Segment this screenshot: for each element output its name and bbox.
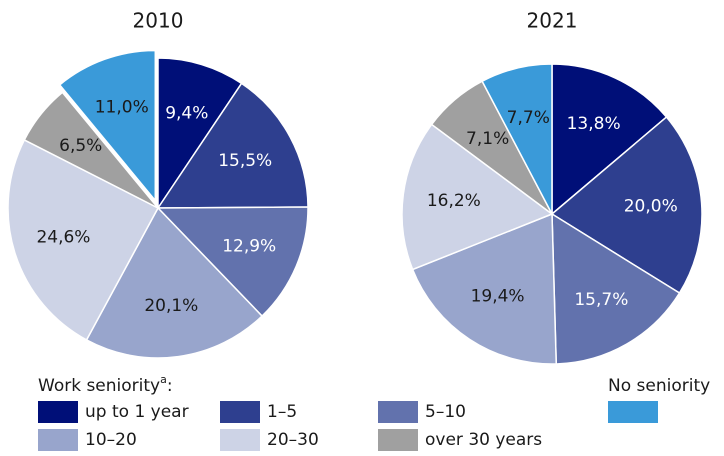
legend-label: up to 1 year	[85, 402, 189, 422]
legend-swatch	[378, 429, 418, 451]
slice-label: 6,5%	[59, 136, 102, 156]
slice-label: 20,0%	[624, 197, 678, 217]
pie-slice	[481, 63, 553, 215]
pie-slice	[156, 206, 309, 318]
slice-label: 24,6%	[36, 227, 90, 247]
pie-slice	[7, 138, 160, 341]
legend-swatch	[220, 429, 260, 451]
legend-label: 5–10	[425, 402, 466, 422]
legend-title: Work senioritya:	[38, 373, 173, 396]
slice-label: 11,0%	[95, 97, 149, 117]
pie-slice	[401, 123, 554, 271]
pie-slice	[58, 49, 157, 203]
legend-title-suffix: :	[167, 376, 173, 396]
pie-slice	[85, 206, 264, 359]
slice-label: 7,1%	[466, 129, 509, 149]
slice-label: 15,5%	[218, 151, 272, 171]
legend-label: No seniority	[608, 376, 710, 396]
pie-slice	[550, 115, 703, 295]
chart-title: 2010	[133, 9, 184, 33]
legend-label: over 30 years	[425, 430, 542, 450]
slice-label: 13,8%	[567, 114, 621, 134]
legend-title-text: Work seniority	[38, 376, 160, 396]
pie-slice	[551, 212, 681, 365]
pie-slice	[157, 57, 243, 211]
legend-swatch	[38, 401, 78, 423]
legend-label: 20–30	[267, 430, 319, 450]
legend-swatch	[378, 401, 418, 423]
pie-slice	[156, 82, 309, 209]
legend-label: 10–20	[85, 430, 137, 450]
slice-label: 16,2%	[427, 191, 481, 211]
legend-swatch	[220, 401, 260, 423]
slice-label: 7,7%	[507, 108, 550, 128]
legend-label: 1–5	[267, 402, 297, 422]
legend-title-note: a	[160, 373, 167, 386]
legend-swatch	[38, 429, 78, 451]
slice-label: 12,9%	[222, 236, 276, 256]
slice-label: 20,1%	[144, 296, 198, 316]
chart-title: 2021	[527, 9, 578, 33]
pie-slice	[551, 63, 668, 216]
slice-label: 19,4%	[471, 287, 525, 307]
pie-slice	[411, 212, 558, 365]
slice-label: 15,7%	[574, 290, 628, 310]
pie-slice	[23, 91, 159, 209]
slice-label: 9,4%	[165, 103, 208, 123]
legend-swatch	[608, 401, 658, 423]
